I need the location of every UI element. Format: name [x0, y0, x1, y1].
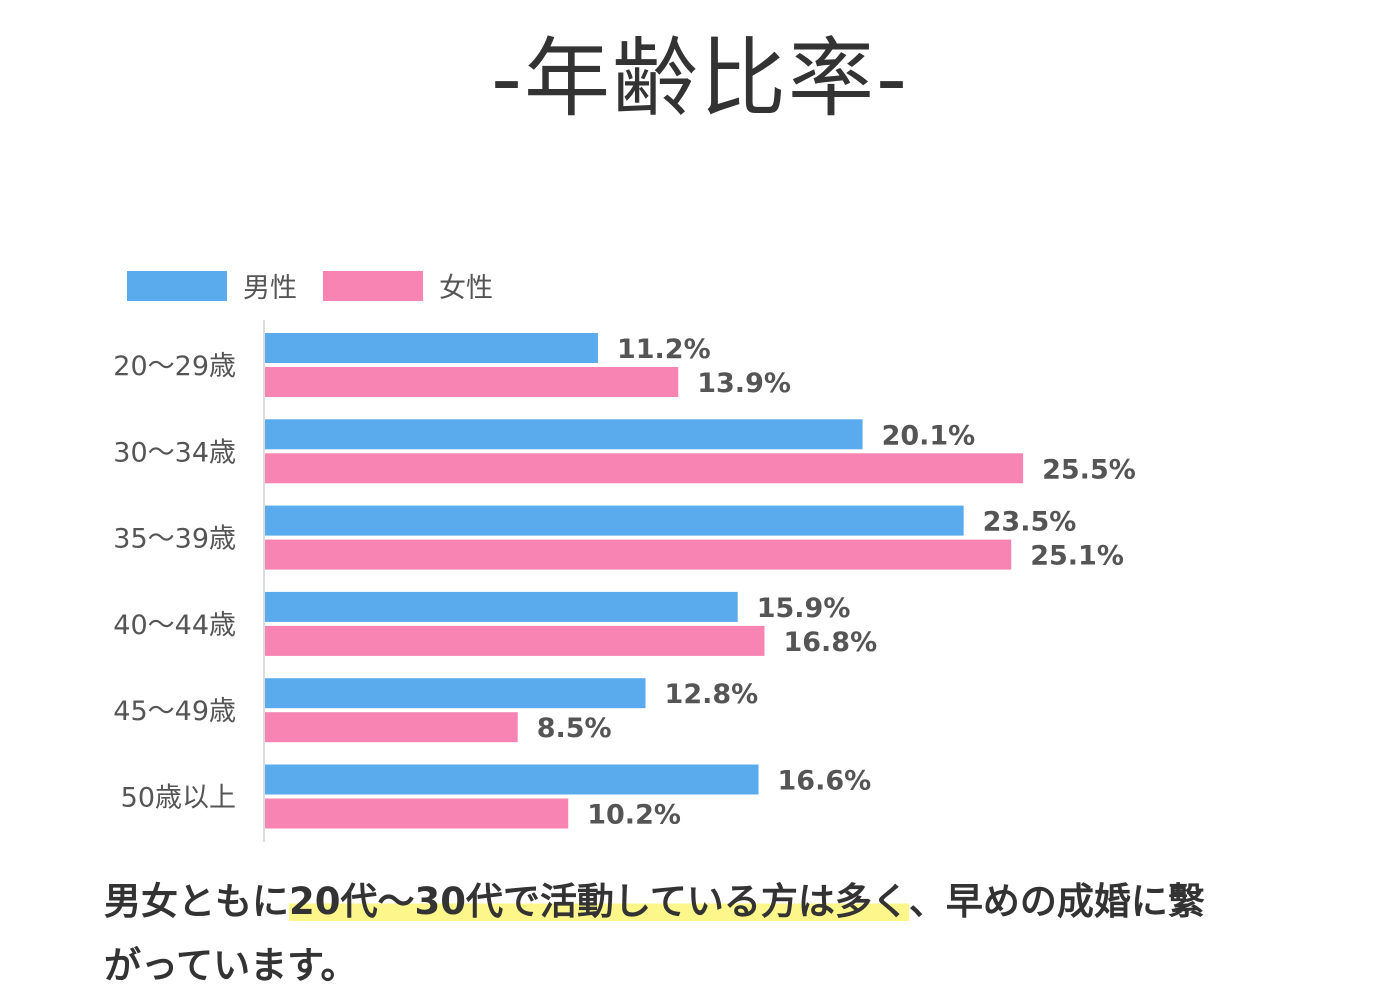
bar-female [265, 367, 679, 397]
bar-female [265, 712, 518, 743]
category-label: 30〜34歳 [113, 437, 236, 468]
legend-label-male: 男性 [243, 273, 297, 304]
data-label: 16.8% [783, 627, 877, 658]
data-label: 8.5% [537, 713, 612, 744]
data-label: 10.2% [587, 800, 681, 831]
data-label: 25.1% [1030, 541, 1124, 572]
caption-text: 、早めの成婚に繫 [908, 880, 1205, 923]
page-title: -年齢比率- [490, 29, 910, 129]
data-label: 11.2% [617, 334, 711, 365]
data-label: 16.6% [778, 766, 872, 797]
bar-female [265, 539, 1012, 570]
bar-female [265, 798, 569, 829]
bar-male [265, 505, 964, 536]
legend-swatch-female [323, 270, 423, 301]
data-label: 20.1% [882, 420, 976, 451]
data-label: 25.5% [1042, 454, 1136, 485]
bar-female [265, 625, 765, 656]
category-label: 20〜29歳 [113, 351, 236, 382]
bar-male [265, 419, 863, 450]
caption-text: 男女ともに [104, 880, 289, 923]
data-label: 15.9% [757, 593, 851, 624]
legend-label-female: 女性 [439, 273, 493, 304]
bar-male [265, 678, 646, 709]
bar-male [265, 333, 598, 363]
chart-legend: 男性 女性 [127, 266, 519, 305]
caption: 男女ともに20代〜30代で活動している方は多く、早めの成婚に繫 がっています。 [104, 870, 1205, 998]
data-label: 23.5% [983, 507, 1077, 538]
bar-female [265, 453, 1024, 484]
bar-chart: 20〜29歳 11.2%13.9% 30〜34歳 20.1% 25.5% 35〜39歳 23… [113, 320, 1136, 842]
category-label: 45〜49歳 [113, 696, 236, 727]
caption-highlight: 20代〜30代で活動している方は多く [289, 880, 909, 923]
category-label: 40〜44歳 [113, 610, 236, 641]
data-label: 13.9% [697, 368, 791, 399]
data-label: 12.8% [665, 679, 759, 710]
legend-swatch-male [127, 270, 227, 301]
caption-text: がっています。 [104, 944, 358, 987]
category-label: 35〜39歳 [113, 524, 236, 555]
category-label: 50歳以上 [121, 783, 236, 814]
bar-male [265, 764, 759, 795]
bar-male [265, 591, 738, 622]
